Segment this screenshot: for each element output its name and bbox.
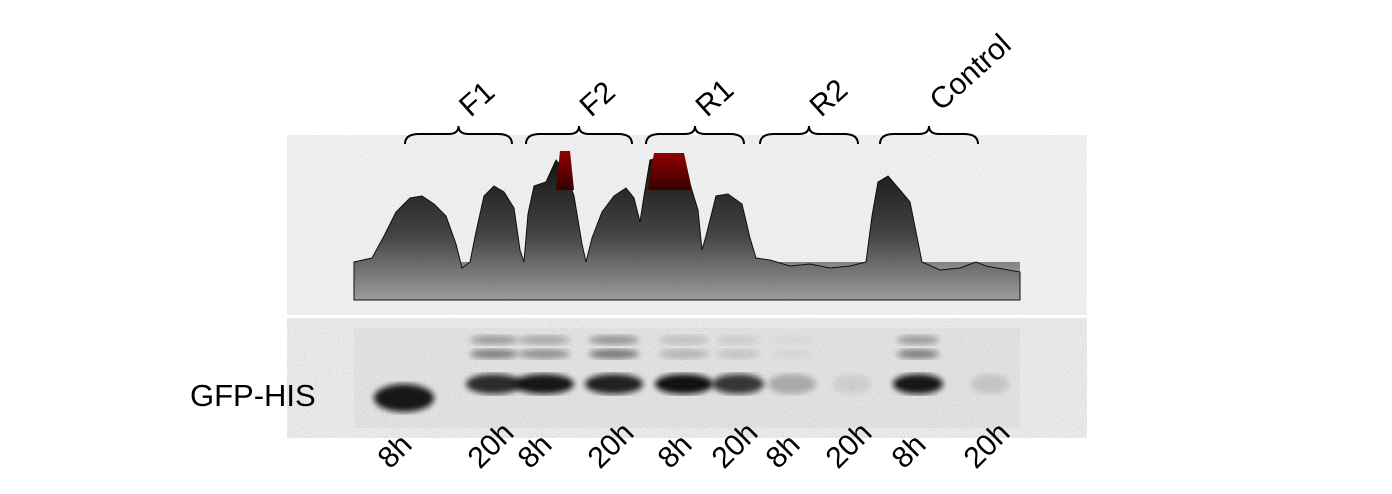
band-upper-lane-9 (897, 349, 939, 359)
group-label-f1: F1 (453, 75, 501, 123)
brace-f2 (525, 125, 633, 145)
band-main-lane-1 (374, 384, 434, 412)
band-upper-lane-4 (589, 349, 639, 359)
band-upper-lane-5 (659, 349, 709, 359)
surface-noise (354, 150, 1020, 300)
lane-label-3: 8h (512, 428, 559, 475)
lane-label-1: 8h (372, 428, 419, 475)
band-main-lane-4 (585, 374, 643, 394)
band-upper-lane-2 (470, 335, 518, 345)
lane-label-9: 8h (886, 428, 933, 475)
band-main-lane-10 (971, 374, 1009, 394)
band-main-lane-9 (893, 374, 943, 394)
band-main-lane-5 (655, 374, 713, 394)
brace-r1 (645, 125, 745, 145)
band-upper-lane-3 (518, 349, 570, 359)
band-upper-lane-7 (772, 349, 812, 359)
group-label-r2: R2 (804, 73, 855, 123)
brace-f1 (404, 125, 513, 145)
band-upper-lane-5 (659, 335, 709, 345)
band-main-lane-2 (466, 374, 522, 394)
band-upper-lane-4 (589, 335, 639, 345)
band-upper-lane-3 (518, 335, 570, 345)
blot-bands (374, 335, 1009, 412)
lane-label-7: 8h (760, 428, 807, 475)
band-main-lane-8 (833, 374, 871, 394)
band-upper-lane-9 (897, 335, 939, 345)
band-upper-lane-6 (716, 335, 760, 345)
lane-label-5: 8h (652, 428, 699, 475)
band-upper-lane-6 (716, 349, 760, 359)
group-label-r1: R1 (690, 73, 741, 123)
surface-plot (353, 150, 1021, 301)
brace-control (879, 125, 979, 145)
band-main-lane-3 (514, 374, 574, 394)
group-label-f2: F2 (574, 75, 622, 123)
group-braces: F1 F2 R1 R2 Control (404, 28, 1018, 145)
band-upper-lane-2 (470, 349, 518, 359)
band-main-lane-6 (712, 374, 764, 394)
row-label: GFP-HIS (190, 378, 316, 413)
group-label-control: Control (924, 28, 1018, 117)
band-main-lane-7 (768, 374, 816, 394)
brace-r2 (759, 125, 859, 145)
band-upper-lane-7 (772, 335, 812, 345)
blot-strip (354, 328, 1020, 428)
